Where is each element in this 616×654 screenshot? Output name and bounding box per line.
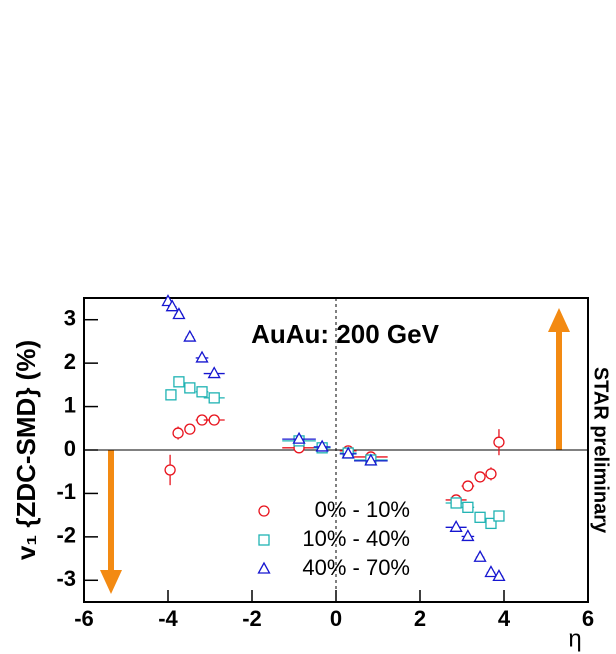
x-tick-label: 0 [330, 606, 342, 631]
y-tick-label: 2 [64, 349, 76, 374]
marker [173, 376, 185, 388]
marker [207, 366, 221, 379]
legend-label: 40% - 70% [302, 555, 410, 580]
marker [208, 414, 220, 426]
y-tick-label: 0 [64, 436, 76, 461]
marker [449, 519, 463, 532]
marker [492, 569, 506, 582]
marker [184, 382, 196, 394]
marker [474, 471, 486, 483]
marker [493, 436, 505, 448]
legend-label: 0% - 10% [315, 497, 410, 522]
marker [473, 549, 487, 562]
y-tick-label: -3 [56, 566, 76, 591]
legend-marker [258, 505, 270, 517]
marker [450, 497, 462, 509]
marker [208, 392, 220, 404]
marker [461, 529, 475, 542]
marker [195, 350, 209, 363]
y-tick-label: -1 [56, 479, 76, 504]
x-tick-label: -6 [74, 606, 94, 631]
marker [172, 427, 184, 439]
marker [165, 389, 177, 401]
y-tick-label: 3 [64, 306, 76, 331]
marker [462, 480, 474, 492]
x-tick-label: -2 [242, 606, 262, 631]
marker [493, 510, 505, 522]
marker [462, 501, 474, 513]
x-tick-label: -4 [158, 606, 178, 631]
x-tick-label: 4 [498, 606, 511, 631]
marker [484, 565, 498, 578]
legend-marker [257, 561, 271, 574]
arrow-down [100, 450, 122, 594]
chart-title: AuAu: 200 GeV [251, 319, 439, 349]
x-tick-label: 2 [414, 606, 426, 631]
annotation: STAR preliminary [590, 367, 612, 534]
marker [183, 329, 197, 342]
arrow-up [548, 308, 570, 450]
marker [364, 453, 378, 466]
marker [485, 517, 497, 530]
marker [165, 299, 179, 312]
marker [485, 468, 497, 480]
marker [196, 386, 208, 398]
marker [315, 439, 329, 452]
x-axis-label: η [568, 625, 581, 652]
legend-marker [258, 534, 270, 546]
marker [474, 511, 486, 523]
y-tick-label: 1 [64, 392, 76, 417]
y-tick-label: -2 [56, 523, 76, 548]
x-tick-label: 6 [582, 606, 594, 631]
marker [164, 464, 176, 476]
marker [184, 423, 196, 435]
y-axis-label: v₁ {ZDC-SMD} (%) [11, 340, 41, 560]
marker [292, 431, 306, 444]
marker [341, 446, 355, 459]
marker [172, 307, 186, 320]
legend-label: 10% - 40% [302, 526, 410, 551]
